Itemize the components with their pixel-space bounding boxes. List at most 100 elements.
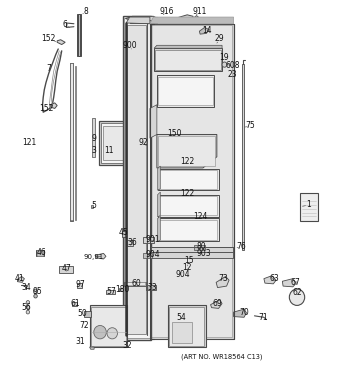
Bar: [99, 121, 134, 165]
Bar: [126, 282, 145, 285]
Bar: [91, 205, 93, 208]
Text: 152: 152: [42, 34, 56, 43]
Bar: [77, 283, 82, 288]
Bar: [91, 307, 126, 345]
Circle shape: [94, 326, 106, 339]
Text: 1: 1: [306, 200, 310, 209]
Text: 7: 7: [46, 64, 51, 73]
Text: 69: 69: [213, 299, 222, 308]
Text: 12: 12: [182, 263, 192, 272]
Polygon shape: [157, 135, 217, 168]
Text: 57: 57: [107, 287, 117, 296]
Circle shape: [26, 301, 30, 304]
Text: 71: 71: [258, 313, 268, 322]
Text: 72: 72: [79, 322, 89, 330]
Text: 56: 56: [21, 303, 31, 312]
Bar: [92, 118, 95, 157]
Bar: [72, 302, 77, 306]
Text: 45: 45: [119, 228, 128, 238]
Bar: [159, 220, 217, 240]
Text: 901: 901: [145, 235, 160, 244]
Text: 608: 608: [225, 61, 240, 70]
Text: 9: 9: [92, 134, 97, 144]
Bar: [143, 237, 154, 243]
Bar: [59, 266, 73, 273]
Text: 75: 75: [245, 121, 255, 130]
Text: 47: 47: [61, 264, 71, 273]
Bar: [150, 24, 233, 339]
Polygon shape: [282, 279, 296, 287]
Text: 903: 903: [196, 249, 211, 258]
Bar: [169, 307, 204, 345]
Bar: [36, 250, 44, 256]
Bar: [146, 285, 156, 290]
Bar: [168, 305, 206, 347]
Text: 150: 150: [167, 129, 182, 138]
Text: 121: 121: [22, 138, 37, 147]
Polygon shape: [233, 309, 246, 317]
Bar: [84, 311, 91, 317]
Bar: [158, 219, 219, 241]
Text: 122: 122: [180, 189, 194, 198]
Bar: [242, 64, 244, 250]
Bar: [150, 247, 232, 258]
Text: 50: 50: [78, 309, 88, 318]
Bar: [106, 290, 115, 294]
Text: 70: 70: [239, 308, 249, 317]
Text: 900: 900: [122, 41, 137, 50]
Bar: [119, 288, 124, 291]
Bar: [125, 282, 146, 286]
Polygon shape: [18, 276, 24, 282]
Polygon shape: [158, 216, 160, 241]
Polygon shape: [126, 16, 158, 21]
Circle shape: [26, 305, 30, 309]
Bar: [159, 196, 217, 216]
Bar: [143, 253, 152, 258]
Bar: [77, 14, 81, 56]
Text: 34: 34: [21, 283, 31, 292]
Text: 124: 124: [193, 212, 207, 221]
Text: 33: 33: [147, 283, 157, 292]
Bar: [130, 17, 157, 23]
Text: (ART NO. WR18564 C13): (ART NO. WR18564 C13): [181, 354, 263, 360]
Polygon shape: [199, 28, 209, 34]
Polygon shape: [211, 300, 222, 308]
Text: 46: 46: [37, 248, 47, 257]
Bar: [78, 15, 80, 56]
Bar: [125, 18, 149, 338]
Text: 67: 67: [290, 278, 300, 287]
Bar: [158, 195, 219, 217]
Bar: [194, 245, 205, 250]
Bar: [103, 126, 130, 160]
Bar: [155, 50, 220, 70]
Text: 904: 904: [175, 270, 190, 279]
Text: 63: 63: [270, 274, 279, 283]
Bar: [127, 25, 146, 335]
Text: 23: 23: [228, 70, 237, 79]
Text: 61: 61: [71, 299, 80, 308]
Circle shape: [26, 310, 30, 314]
Polygon shape: [216, 276, 229, 288]
Bar: [70, 63, 73, 221]
Circle shape: [289, 289, 305, 305]
Text: 31: 31: [75, 337, 85, 347]
Text: 62: 62: [292, 288, 302, 297]
Text: 54: 54: [176, 313, 186, 322]
Text: 5: 5: [92, 201, 97, 210]
Text: 11: 11: [104, 145, 113, 154]
Bar: [101, 123, 132, 163]
Text: 3: 3: [92, 145, 97, 154]
Bar: [300, 193, 318, 221]
Text: 73: 73: [218, 274, 228, 283]
Text: 36: 36: [128, 238, 137, 247]
Text: 76: 76: [236, 242, 246, 251]
Bar: [90, 305, 127, 347]
Polygon shape: [96, 253, 106, 259]
Polygon shape: [90, 347, 94, 349]
Text: 97: 97: [75, 280, 85, 289]
Bar: [122, 231, 126, 236]
Bar: [158, 76, 213, 105]
Text: 80: 80: [196, 242, 206, 251]
Text: 29: 29: [215, 34, 224, 43]
Bar: [172, 322, 193, 342]
